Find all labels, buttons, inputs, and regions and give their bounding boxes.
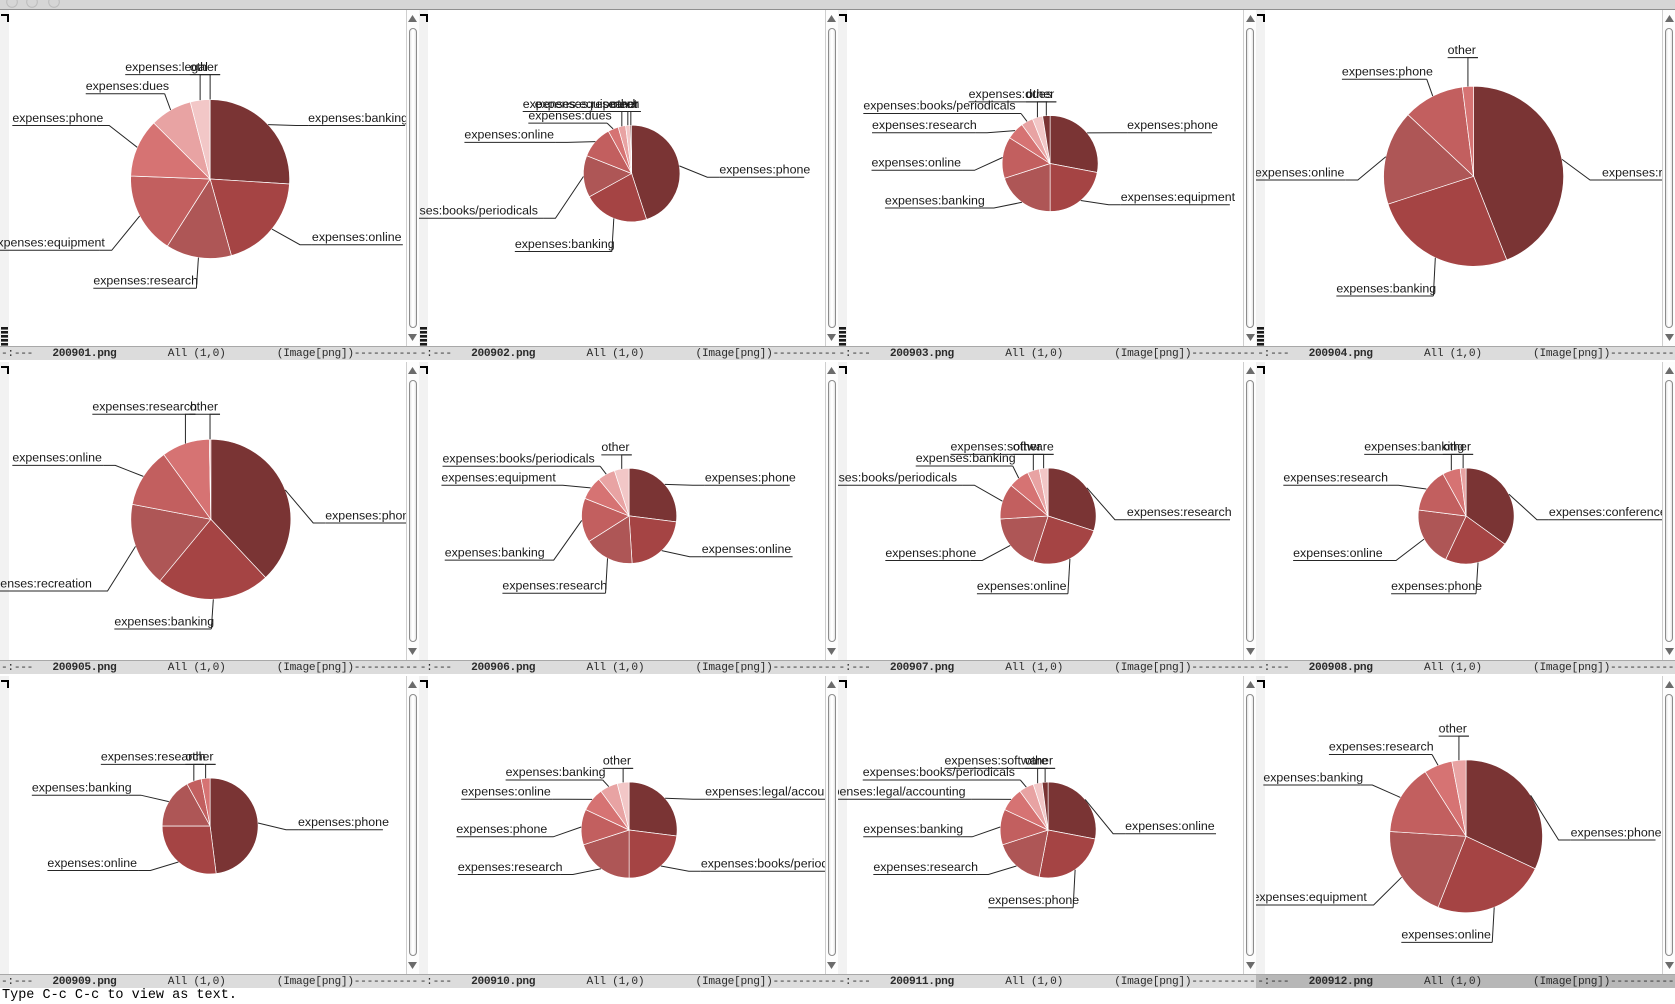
- svg-text:expenses:equipment: expenses:equipment: [441, 471, 556, 485]
- svg-text:expenses:online: expenses:online: [701, 542, 791, 556]
- svg-text:expenses:research: expenses:research: [458, 860, 563, 874]
- svg-text:expenses:phone: expenses:phone: [1127, 118, 1218, 132]
- svg-text:expenses:software: expenses:software: [950, 440, 1053, 454]
- svg-text:expenses:phone: expenses:phone: [325, 508, 416, 522]
- svg-text:expenses:legal/accounting: expenses:legal/accounting: [838, 784, 966, 798]
- svg-text:expenses:phone: expenses:phone: [988, 893, 1079, 907]
- svg-text:expenses:books/periodicals: expenses:books/periodicals: [419, 204, 538, 218]
- svg-text:expenses:phone: expenses:phone: [1342, 65, 1433, 79]
- svg-text:expenses:research: expenses:research: [1329, 740, 1434, 754]
- svg-text:expenses:online: expenses:online: [1125, 819, 1215, 833]
- svg-text:expenses:banking: expenses:banking: [444, 545, 544, 559]
- svg-text:expenses:online: expenses:online: [47, 856, 137, 870]
- svg-text:expenses:online: expenses:online: [1256, 165, 1344, 179]
- svg-text:other: other: [1448, 43, 1476, 57]
- svg-text:expenses:conference: expenses:conference: [1549, 505, 1667, 519]
- svg-text:expenses:banking: expenses:banking: [863, 822, 963, 836]
- svg-text:expenses:banking: expenses:banking: [114, 614, 214, 628]
- svg-text:expenses:online: expenses:online: [12, 451, 102, 465]
- svg-text:expenses:phone: expenses:phone: [705, 471, 796, 485]
- svg-text:expenses:banking: expenses:banking: [515, 237, 615, 251]
- svg-text:expenses:equipment: expenses:equipment: [0, 236, 105, 250]
- svg-text:expenses:phone: expenses:phone: [1391, 579, 1482, 593]
- svg-text:expenses:online: expenses:online: [1402, 928, 1492, 942]
- svg-text:other: other: [603, 754, 631, 768]
- svg-text:expenses:phone: expenses:phone: [719, 163, 810, 177]
- svg-text:other: other: [190, 400, 218, 414]
- svg-text:expenses:online: expenses:online: [976, 579, 1066, 593]
- svg-text:expenses:phone: expenses:phone: [456, 822, 547, 836]
- svg-text:other: other: [1026, 87, 1054, 101]
- svg-text:expenses:banking: expenses:banking: [1337, 281, 1437, 295]
- svg-text:expenses:recreation: expenses:recreation: [0, 576, 92, 590]
- svg-text:other: other: [1443, 440, 1471, 454]
- svg-text:expenses:books/periodicals: expenses:books/periodicals: [838, 470, 957, 484]
- svg-text:expenses:online: expenses:online: [1293, 546, 1383, 560]
- svg-text:other: other: [610, 97, 638, 111]
- svg-text:expenses:phone: expenses:phone: [298, 815, 389, 829]
- svg-text:expenses:research: expenses:research: [872, 118, 977, 132]
- svg-text:expenses:legal/accounting: expenses:legal/accounting: [705, 784, 838, 798]
- svg-text:expenses:research: expenses:research: [502, 579, 607, 593]
- svg-text:expenses:phone: expenses:phone: [1571, 825, 1662, 839]
- svg-text:expenses:research: expenses:research: [873, 860, 978, 874]
- svg-text:other: other: [601, 440, 629, 454]
- svg-text:other: other: [190, 60, 218, 74]
- svg-text:other: other: [1024, 754, 1052, 768]
- svg-text:expenses:banking: expenses:banking: [1264, 770, 1364, 784]
- svg-text:other: other: [1439, 721, 1467, 735]
- svg-text:expenses:books/periodicals: expenses:books/periodicals: [442, 452, 594, 466]
- svg-text:expenses:banking: expenses:banking: [505, 765, 605, 779]
- svg-text:expenses:banking: expenses:banking: [308, 111, 408, 125]
- svg-text:expenses:equipment: expenses:equipment: [1120, 190, 1235, 204]
- svg-text:expenses:research: expenses:research: [1126, 505, 1231, 519]
- svg-text:expenses:research: expenses:research: [1284, 470, 1389, 484]
- svg-text:expenses:banking: expenses:banking: [884, 193, 984, 207]
- svg-text:expenses:dues: expenses:dues: [86, 79, 169, 93]
- svg-text:expenses:books/periodicals: expenses:books/periodicals: [701, 856, 838, 870]
- svg-text:expenses:research: expenses:research: [92, 400, 197, 414]
- svg-text:expenses:online: expenses:online: [464, 128, 554, 142]
- svg-text:expenses:equipment: expenses:equipment: [1256, 890, 1367, 904]
- svg-text:expenses:online: expenses:online: [871, 156, 961, 170]
- svg-text:expenses:online: expenses:online: [312, 230, 402, 244]
- svg-text:expenses:phone: expenses:phone: [12, 111, 103, 125]
- svg-text:expenses:banking: expenses:banking: [32, 780, 132, 794]
- svg-text:expenses:research: expenses:research: [93, 274, 198, 288]
- svg-text:other: other: [185, 750, 213, 764]
- svg-text:expenses:online: expenses:online: [461, 784, 551, 798]
- svg-text:expenses:phone: expenses:phone: [885, 546, 976, 560]
